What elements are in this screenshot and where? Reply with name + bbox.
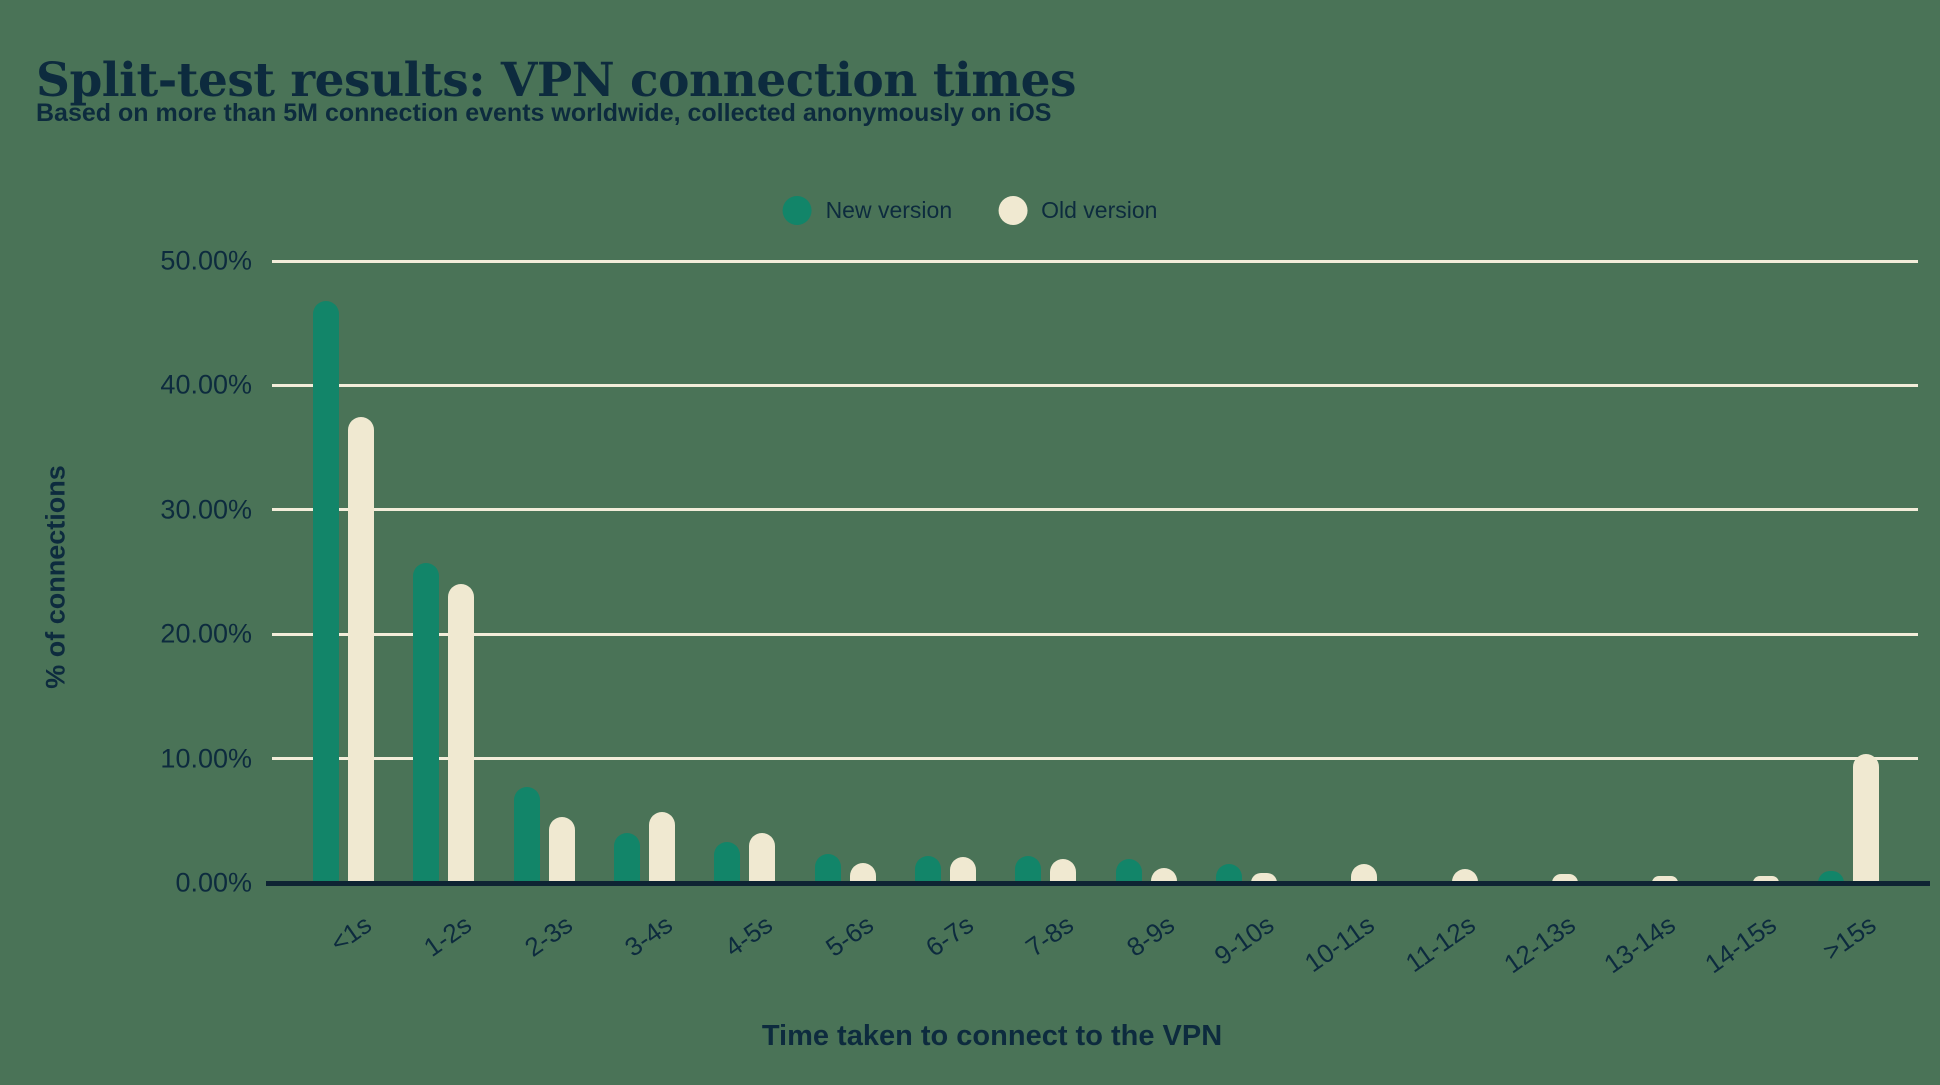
x-tick-5-6s: 5-6s bbox=[819, 909, 879, 963]
gridline-50 bbox=[272, 259, 1918, 263]
y-tick-10: 10.00% bbox=[160, 743, 252, 774]
chart-legend: New version Old version bbox=[782, 196, 1157, 225]
x-tick-<1s: <1s bbox=[324, 909, 377, 959]
bar-old-1-2s bbox=[448, 584, 475, 883]
x-tick-3-4s: 3-4s bbox=[619, 909, 678, 963]
x-tick-8-9s: 8-9s bbox=[1120, 909, 1180, 963]
bar-old-11-12s bbox=[1451, 869, 1478, 883]
bar-old-9-10s bbox=[1250, 873, 1277, 883]
bar-new-7-8s bbox=[1015, 855, 1042, 883]
gridline-20 bbox=[272, 632, 1918, 636]
bar-new-2-3s bbox=[513, 787, 540, 883]
bar-new-6-7s bbox=[914, 855, 941, 883]
bar-old-14-15s bbox=[1752, 875, 1779, 883]
x-tick-1-2s: 1-2s bbox=[418, 909, 478, 963]
y-tick-0: 0.00% bbox=[175, 867, 252, 898]
x-tick-4-5s: 4-5s bbox=[719, 909, 779, 963]
bar-new-9-10s bbox=[1215, 864, 1242, 883]
x-tick-9-10s: 9-10s bbox=[1209, 909, 1280, 971]
bar-old-2-3s bbox=[548, 817, 575, 883]
gridline-10 bbox=[272, 757, 1918, 761]
x-axis-title: Time taken to connect to the VPN bbox=[761, 1020, 1223, 1052]
x-tick-13-14s: 13-14s bbox=[1598, 909, 1682, 980]
x-tick-7-8s: 7-8s bbox=[1020, 909, 1080, 963]
bar-old-4-5s bbox=[749, 833, 776, 883]
x-tick-12-13s: 12-13s bbox=[1498, 909, 1581, 980]
bar-old-12-13s bbox=[1551, 874, 1578, 883]
y-tick-40: 40.00% bbox=[160, 369, 252, 400]
legend-label-new-version: New version bbox=[825, 197, 953, 223]
page-subtitle: Based on more than 5M connection events … bbox=[36, 99, 1052, 127]
x-tick-10-11s: 10-11s bbox=[1299, 909, 1381, 979]
bar-old-7-8s bbox=[1050, 859, 1077, 883]
legend-label-old-version: Old version bbox=[1041, 197, 1158, 223]
bar-new-3-4s bbox=[613, 833, 640, 883]
bar-old-10-11s bbox=[1351, 864, 1378, 883]
x-tick-14-15s: 14-15s bbox=[1699, 909, 1782, 980]
bar-old->15s bbox=[1852, 753, 1879, 883]
legend-item-old-version: Old version bbox=[998, 196, 1157, 225]
bar-old-6-7s bbox=[949, 856, 976, 883]
old-version-dot-icon bbox=[998, 196, 1028, 225]
bar-old-8-9s bbox=[1150, 868, 1177, 883]
x-tick-2-3s: 2-3s bbox=[518, 909, 578, 963]
page-title: Split-test results: VPN connection times bbox=[36, 53, 1076, 109]
legend-item-new-version: New version bbox=[782, 196, 953, 225]
bar-new-1-2s bbox=[413, 563, 440, 883]
bar-old-3-4s bbox=[648, 812, 675, 883]
y-tick-30: 30.00% bbox=[160, 494, 252, 525]
bar-old-5-6s bbox=[849, 863, 876, 883]
bar-old-<1s bbox=[348, 416, 374, 883]
bar-new-4-5s bbox=[714, 841, 741, 883]
x-tick-6-7s: 6-7s bbox=[920, 909, 979, 963]
y-tick-50: 50.00% bbox=[160, 245, 252, 276]
x-tick-11-12s: 11-12s bbox=[1399, 909, 1481, 979]
gridline-30 bbox=[272, 508, 1918, 512]
bar-new-<1s bbox=[313, 300, 339, 883]
x-axis-line bbox=[266, 881, 1930, 886]
bar-old-13-14s bbox=[1652, 875, 1679, 883]
gridline-40 bbox=[272, 383, 1918, 387]
bar-new-8-9s bbox=[1115, 859, 1142, 883]
bar-new-5-6s bbox=[814, 854, 841, 883]
x-tick->15s: >15s bbox=[1817, 909, 1882, 967]
new-version-dot-icon bbox=[782, 196, 812, 225]
y-tick-20: 20.00% bbox=[160, 618, 252, 649]
bar-new->15s bbox=[1817, 870, 1844, 883]
